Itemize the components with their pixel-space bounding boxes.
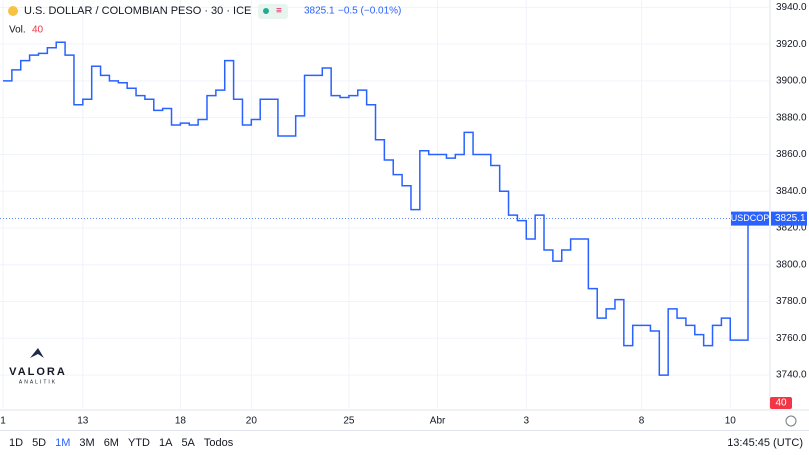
x-tick-label: 25 [343, 416, 355, 427]
logo-tagline: ANALITIK [19, 379, 57, 385]
range-button[interactable]: 1M [55, 437, 71, 449]
y-tick-label: 3920.0 [776, 39, 807, 50]
price-label: 3825.1 [775, 213, 806, 224]
y-tick-label: 3880.0 [776, 112, 807, 123]
plot [0, 41, 770, 376]
x-tick-label: 20 [246, 416, 258, 427]
chart: U.S. DOLLAR / COLOMBIAN PESO · 30 · ICE … [0, 0, 809, 427]
toolbar: 1D 5D 1M 3M 6M YTD 1A 5A Todos 13:45:45 (UTC) [0, 430, 809, 455]
range-button[interactable]: 3M [79, 437, 95, 449]
range-button[interactable]: 6M [103, 437, 119, 449]
volume-badge-text: 40 [775, 398, 787, 409]
settings-icon[interactable] [785, 415, 797, 427]
symbol-label-bg [731, 211, 769, 226]
header: U.S. DOLLAR / COLOMBIAN PESO · 30 · ICE … [8, 4, 401, 36]
x-tick-label: 13 [77, 416, 89, 427]
volume-value: 40 [32, 25, 44, 36]
volume-badge [770, 397, 792, 409]
volume-label: Vol. [9, 25, 26, 36]
range-button[interactable]: 1D [9, 437, 24, 449]
logo: VALORA ANALITIK [9, 348, 67, 385]
price-label-bg [771, 211, 807, 226]
y-tick-label: 3820.0 [776, 223, 807, 234]
logo-name: VALORA [9, 366, 67, 378]
y-tick-label: 3940.0 [776, 2, 807, 13]
status-icon: ≡ [276, 6, 282, 17]
range-button[interactable]: 1A [158, 437, 173, 449]
y-tick-label: 3740.0 [776, 370, 807, 381]
y-tick-label: 3780.0 [776, 296, 807, 307]
change: −0.5 (−0.01%) [338, 6, 401, 17]
x-tick-label: 3 [523, 416, 529, 427]
y-tick-label: 3860.0 [776, 149, 807, 160]
x-tick-label: Abr [430, 416, 446, 427]
clock: 13:45:45 (UTC) [727, 437, 803, 449]
grid [0, 0, 770, 410]
range-button[interactable]: 5A [181, 437, 195, 449]
y-tick-label: 3900.0 [776, 76, 807, 87]
price-line [3, 41, 749, 376]
x-tick-label: 10 [725, 416, 737, 427]
chart-title: U.S. DOLLAR / COLOMBIAN PESO · 30 · ICE [24, 5, 251, 17]
range-button[interactable]: YTD [127, 437, 150, 449]
x-tick-label: 1 [0, 416, 6, 427]
symbol-label: USDCOP [731, 213, 770, 223]
last-price: 3825.1 [304, 6, 335, 17]
status-dot [263, 8, 269, 14]
range-button[interactable]: Todos [203, 437, 234, 449]
y-tick-label: 3760.0 [776, 333, 807, 344]
logo-mark [30, 348, 44, 358]
x-tick-label: 18 [175, 416, 187, 427]
flag-icon [8, 6, 18, 16]
x-tick-label: 8 [639, 416, 645, 427]
range-button[interactable]: 5D [32, 437, 47, 449]
y-tick-label: 3840.0 [776, 186, 807, 197]
status-badge [258, 4, 288, 19]
y-tick-label: 3800.0 [776, 259, 807, 270]
